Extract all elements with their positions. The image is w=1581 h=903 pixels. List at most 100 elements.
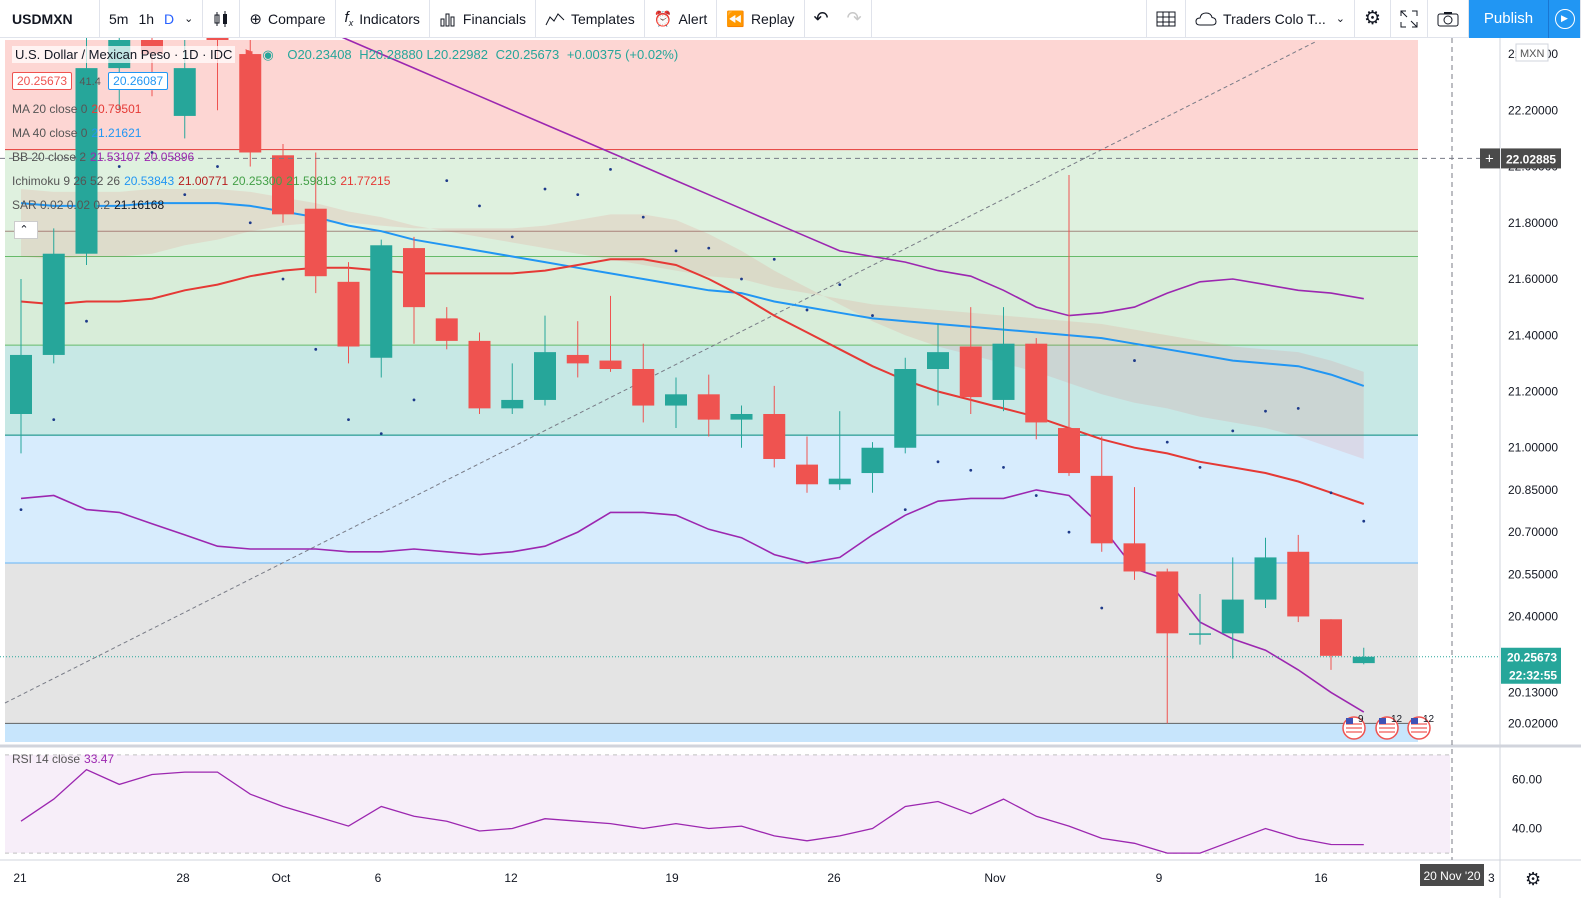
rsi-value: 33.47 — [84, 752, 115, 766]
plus-circle-icon: ⊕ — [249, 10, 262, 28]
candle-body — [730, 413, 753, 420]
replay-label: Replay — [750, 10, 795, 27]
sar-dot — [1165, 440, 1169, 444]
rsi-line — [20, 768, 1364, 854]
candle-body — [534, 352, 556, 400]
compare-button[interactable]: ⊕ Compare — [240, 0, 336, 38]
sar-dot — [216, 165, 219, 168]
sar-dot — [248, 221, 252, 225]
legend-eye-icon[interactable]: ◉ — [262, 47, 274, 62]
sar-dot — [740, 277, 743, 281]
ma20-label: MA 20 close 0 — [12, 102, 88, 116]
layout-grid-button[interactable] — [1146, 0, 1187, 38]
top-toolbar: USDMXN 5m 1h D ⌄ ⊕ Compare fx Indicators… — [0, 0, 1581, 38]
ohlc-close: C20.25673 — [495, 47, 560, 62]
chevron-down-icon[interactable]: ⌄ — [184, 13, 194, 25]
legend-bb[interactable]: BB 20 close 2 21.53107 20.05896 — [12, 150, 198, 164]
sar-dot — [969, 468, 973, 472]
layout-menu-button[interactable]: Traders Colo T... ⌄ — [1186, 0, 1355, 38]
sar-dot — [52, 418, 56, 422]
bid-price[interactable]: 20.25673 — [12, 72, 73, 90]
candle-body — [697, 394, 720, 420]
legend-ma20[interactable]: MA 20 close 0 20.79501 — [12, 102, 145, 116]
candle-body — [304, 208, 327, 277]
candle-body — [566, 354, 589, 364]
candle-body — [468, 340, 491, 409]
candle-body — [828, 478, 851, 485]
fullscreen-button[interactable] — [1391, 0, 1428, 38]
templates-button[interactable]: Templates — [536, 0, 645, 38]
candle-body — [42, 253, 65, 355]
time-tick-label: 28 — [176, 871, 190, 885]
overlays: 9 12 12 — [0, 38, 1500, 860]
replay-button[interactable]: ⏪ Replay — [717, 0, 805, 38]
settings-button[interactable]: ⚙ — [1355, 0, 1391, 38]
price-tick-label: 20.70000 — [1508, 525, 1558, 539]
publish-button[interactable]: Publish — [1469, 0, 1549, 38]
legend-ichimoku[interactable]: Ichimoku 9 26 52 26 20.53843 21.00771 20.25… — [12, 174, 394, 188]
indicators-button[interactable]: fx Indicators — [336, 0, 430, 38]
ask-price[interactable]: 20.26087 — [108, 72, 169, 90]
event-count: 12 — [1391, 714, 1403, 725]
legend-rsi[interactable]: RSI 14 close 33.47 — [12, 752, 118, 766]
ohlc-high: H20.28880 — [359, 47, 423, 62]
symbol-search[interactable]: USDMXN — [0, 0, 100, 38]
candle-body — [665, 394, 687, 406]
redo-button[interactable]: ↷ — [838, 0, 872, 38]
interval-1h[interactable]: 1h — [138, 10, 155, 27]
sar-dot — [281, 277, 285, 281]
candle-body — [632, 369, 655, 406]
legend-ma40[interactable]: MA 40 close 0 21.21621 — [12, 126, 145, 140]
chart-style-button[interactable] — [203, 0, 241, 38]
undo-button[interactable]: ↶ — [813, 8, 829, 28]
interval-5m[interactable]: 5m — [109, 10, 129, 27]
candle-body — [1156, 571, 1179, 634]
sar-dot — [772, 257, 776, 261]
sar-dot — [1100, 606, 1104, 610]
event-marker: 12 — [1407, 714, 1435, 740]
time-tick-label: Nov — [984, 871, 1005, 885]
sar-dot — [641, 215, 645, 219]
sar-label: SAR 0.02 0.02 0.2 — [12, 198, 111, 212]
financials-button[interactable]: Financials — [430, 0, 536, 38]
rsi-band — [5, 754, 1450, 854]
candle-body — [272, 155, 294, 215]
candle-body — [763, 413, 786, 459]
candle-body — [1025, 343, 1048, 423]
layout-name-label: Traders Colo T... — [1223, 10, 1326, 27]
collapse-legend-button[interactable]: ⌃ — [14, 221, 38, 239]
gear-icon[interactable]: ⚙ — [1525, 869, 1541, 889]
interval-d[interactable]: D — [164, 10, 175, 27]
fib-zone — [5, 231, 1418, 257]
crosshair-plus-box — [1480, 148, 1500, 169]
candle-body — [10, 354, 32, 414]
sar-dot — [609, 167, 612, 171]
legend-sar[interactable]: SAR 0.02 0.02 0.2 21.16168 — [12, 198, 168, 212]
rsi-label: RSI 14 close — [12, 752, 81, 766]
time-tick-label: Oct — [272, 871, 291, 885]
play-icon: ▶ — [1554, 8, 1575, 29]
candle-body — [1254, 557, 1277, 600]
candle-body — [75, 68, 98, 254]
time-tick-label: 19 — [665, 871, 679, 885]
sar-dot — [1264, 409, 1267, 413]
financials-label: Financials — [462, 10, 526, 27]
legend-title[interactable]: U.S. Dollar / Mexican Peso · 1D · IDC — [12, 46, 236, 63]
snapshot-button[interactable] — [1428, 0, 1469, 38]
candle-body — [1287, 551, 1310, 617]
templates-label: Templates — [570, 10, 635, 27]
candle-body — [1123, 543, 1146, 572]
alert-button[interactable]: ⏰ Alert — [645, 0, 718, 38]
event-count: 9 — [1358, 714, 1364, 725]
ichimoku-v2: 21.00771 — [178, 174, 229, 188]
crosshair-date-label: 20 Nov '20 — [1424, 869, 1481, 883]
candle-body — [1189, 633, 1211, 635]
publish-menu-button[interactable]: ▶ — [1549, 0, 1581, 38]
currency-label: MXN — [1520, 48, 1545, 60]
candle-body — [435, 318, 458, 341]
price-tick-label: 21.00000 — [1508, 441, 1558, 455]
alert-label: Alert — [678, 10, 708, 27]
fib-zone — [5, 256, 1418, 346]
